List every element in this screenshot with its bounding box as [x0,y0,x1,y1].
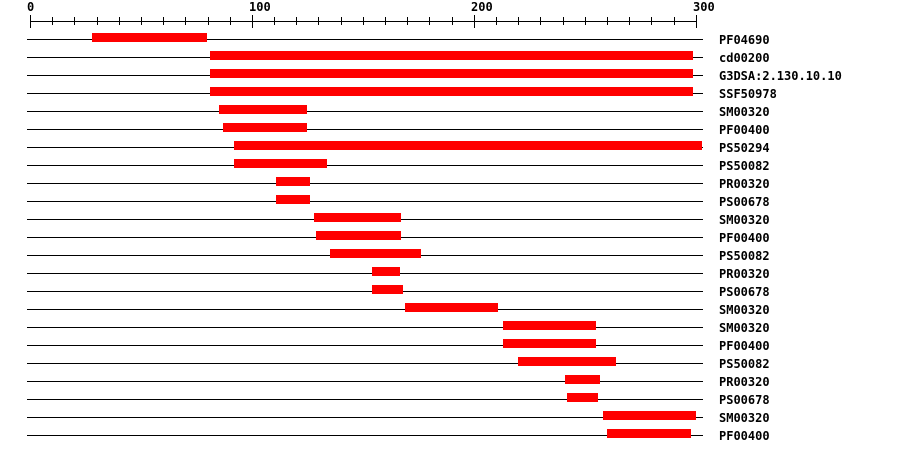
ruler-tick-minor [496,17,497,25]
domain-label: PF00400 [719,123,770,137]
row-baseline [27,327,703,328]
ruler-tick-label: 300 [693,0,715,14]
ruler-tick-minor [119,17,120,25]
domain-label: SM00320 [719,303,770,317]
domain-bar[interactable] [371,285,403,294]
domain-bar[interactable] [209,51,694,60]
row-baseline [27,273,703,274]
row-baseline [27,435,703,436]
domain-label: SM00320 [719,411,770,425]
domain-label: PS50082 [719,159,770,173]
row-baseline [27,39,703,40]
domain-bar[interactable] [316,231,401,240]
row-baseline [27,417,703,418]
domain-bar[interactable] [314,213,401,222]
domain-bar[interactable] [209,69,694,78]
ruler-tick-minor [163,17,164,25]
domain-label: PS50294 [719,141,770,155]
ruler-tick-minor [651,17,652,25]
ruler-tick-minor [452,17,453,25]
ruler-tick-minor [585,17,586,25]
row-baseline [27,309,703,310]
domain-bar[interactable] [234,159,328,168]
row-baseline [27,291,703,292]
row-baseline [27,183,703,184]
domain-bar[interactable] [567,393,599,402]
ruler-tick-major [252,15,253,28]
domain-bar[interactable] [518,357,616,366]
domain-label: PF00400 [719,429,770,443]
domain-label: G3DSA:2.130.10.10 [719,69,842,83]
ruler-tick-minor [296,17,297,25]
row-baseline [27,363,703,364]
ruler-tick-minor [274,17,275,25]
ruler-tick-minor [518,17,519,25]
domain-label: PF00400 [719,339,770,353]
row-baseline [27,381,703,382]
row-baseline [27,129,703,130]
domain-label: PS00678 [719,285,770,299]
ruler-tick-minor [52,17,53,25]
ruler-tick-major [696,15,697,28]
domain-label: PR00320 [719,267,770,281]
row-baseline [27,165,703,166]
ruler-tick-minor [385,17,386,25]
domain-label: PS00678 [719,195,770,209]
ruler-tick-minor [318,17,319,25]
ruler-tick-label: 100 [249,0,271,14]
domain-label: PS50082 [719,249,770,263]
domain-bar[interactable] [92,33,208,42]
ruler-tick-minor [341,17,342,25]
domain-label: PF04690 [719,33,770,47]
ruler-tick-minor [407,17,408,25]
domain-bar[interactable] [329,249,421,258]
domain-bar[interactable] [606,429,692,438]
ruler-tick-minor [185,17,186,25]
domain-bar[interactable] [209,87,694,96]
domain-bar[interactable] [502,321,596,330]
row-baseline [27,111,703,112]
domain-bar[interactable] [564,375,601,384]
domain-label: SSF50978 [719,87,777,101]
domain-label: cd00200 [719,51,770,65]
ruler-tick-minor [208,17,209,25]
ruler-tick-minor [97,17,98,25]
ruler-tick-minor [74,17,75,25]
ruler-tick-minor [429,17,430,25]
domain-label: PS00678 [719,393,770,407]
domain-bar[interactable] [276,195,310,204]
ruler-tick-minor [540,17,541,25]
domain-label: SM00320 [719,321,770,335]
ruler-tick-major [474,15,475,28]
domain-label: SM00320 [719,213,770,227]
domain-bar[interactable] [502,339,596,348]
ruler-tick-minor [563,17,564,25]
domain-bar[interactable] [218,105,308,114]
domain-bar[interactable] [371,267,401,276]
ruler-tick-minor [629,17,630,25]
ruler-tick-minor [230,17,231,25]
domain-bar[interactable] [223,123,308,132]
domain-bar[interactable] [405,303,499,312]
row-baseline [27,201,703,202]
ruler-tick-minor [607,17,608,25]
domain-label: PR00320 [719,177,770,191]
ruler-axis-line [30,21,696,22]
domain-bar[interactable] [234,141,703,150]
ruler-tick-minor [674,17,675,25]
ruler-tick-label: 200 [471,0,493,14]
domain-bar[interactable] [276,177,310,186]
domain-bar[interactable] [602,411,696,420]
domain-label: PF00400 [719,231,770,245]
ruler-tick-label: 0 [27,0,35,14]
domain-label: SM00320 [719,105,770,119]
ruler-tick-minor [141,17,142,25]
domain-label: PS50082 [719,357,770,371]
ruler-tick-minor [363,17,364,25]
row-baseline [27,345,703,346]
domain-label: PR00320 [719,375,770,389]
ruler-tick-major [30,15,31,28]
row-baseline [27,399,703,400]
